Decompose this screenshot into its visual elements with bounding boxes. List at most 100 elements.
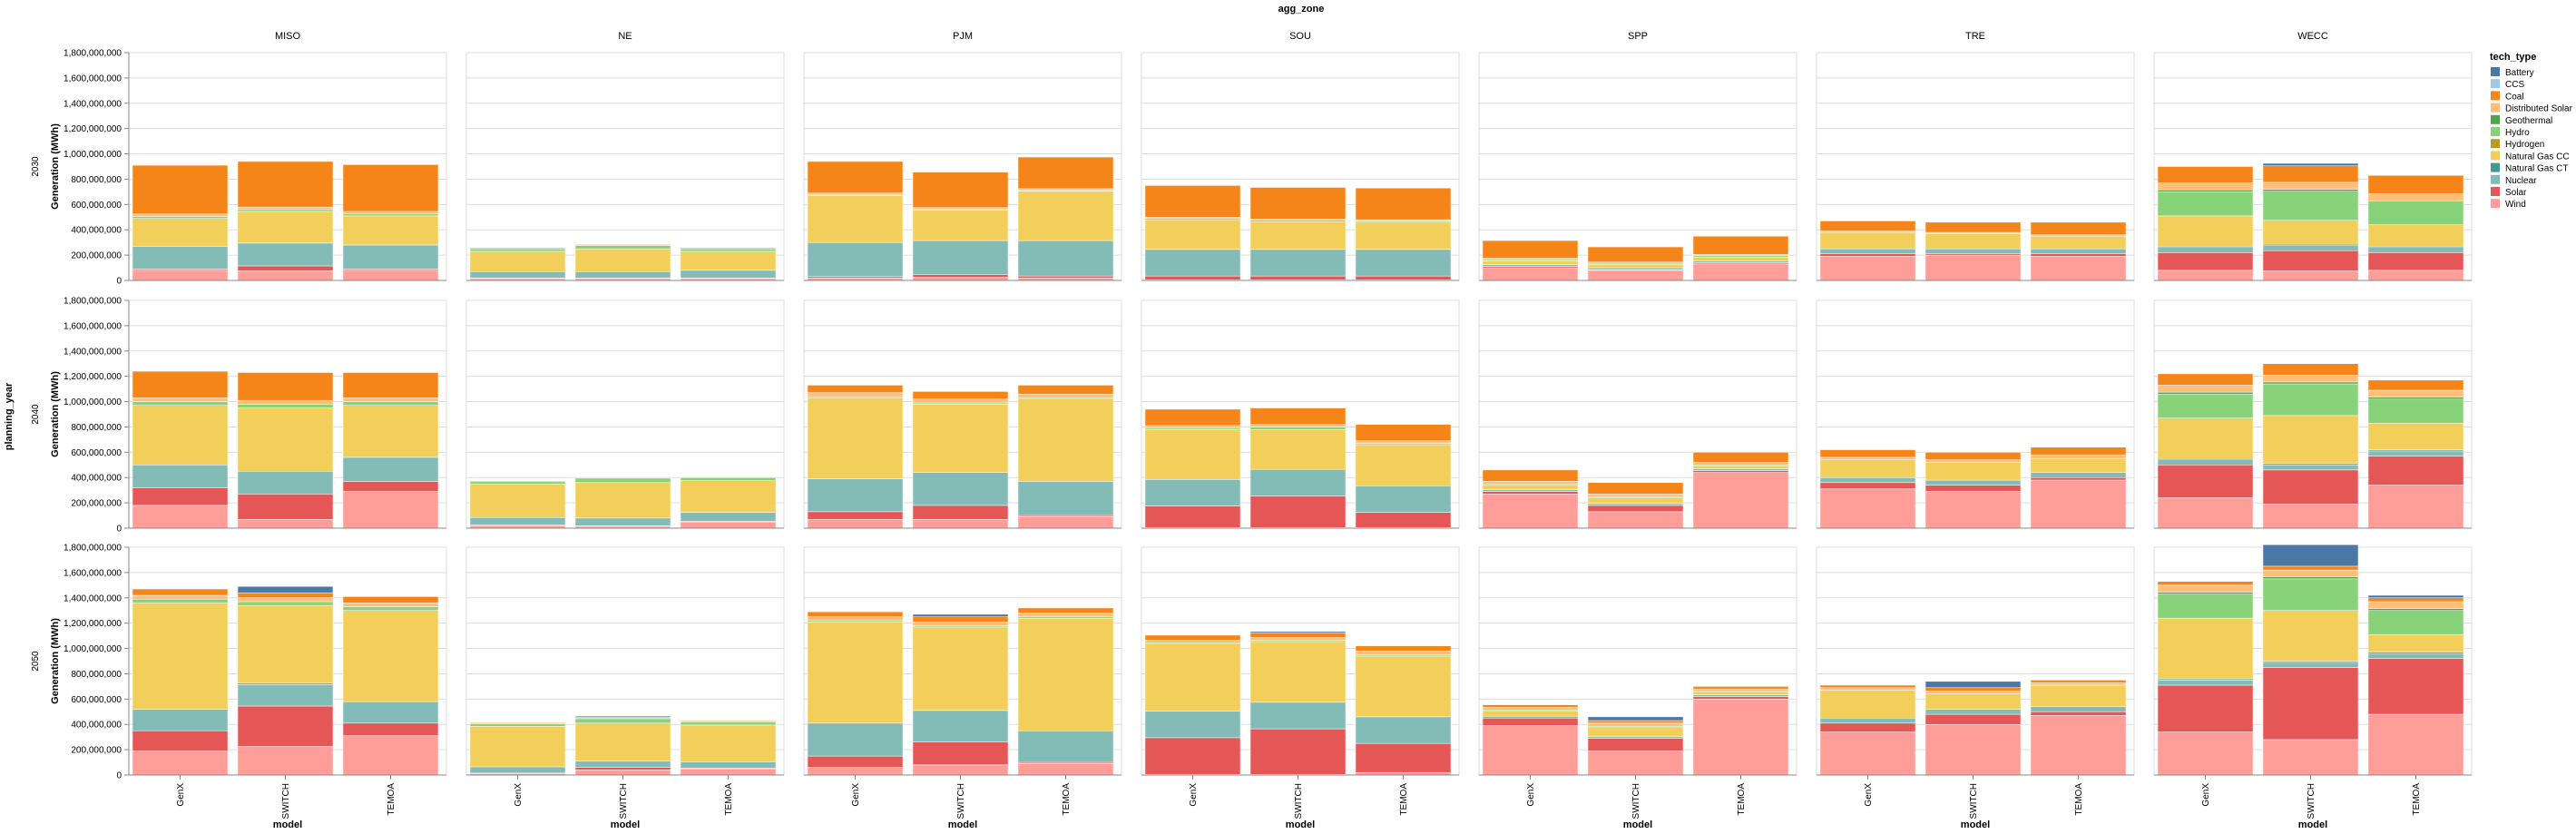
bar-segment-hydro xyxy=(1249,427,1347,430)
bar-segment-hydro xyxy=(2262,383,2359,417)
bar-segment-solar xyxy=(2262,469,2359,505)
bar-segment-hydro xyxy=(2262,578,2359,611)
y-axis-title: Generation (MWh) xyxy=(50,123,61,210)
bar-segment-solar xyxy=(1017,275,1114,279)
legend-item-natural-gas-ct: Natural Gas CT xyxy=(2491,162,2568,174)
bar-segment-solar xyxy=(1144,275,1241,280)
bar-segment-wind xyxy=(574,770,671,776)
bar-segment-coal xyxy=(1144,185,1241,218)
bar-segment-distributed-solar xyxy=(1692,462,1789,466)
stacked-bar-switch xyxy=(2262,363,2359,529)
bar-segment-solar xyxy=(1249,275,1347,280)
stacked-bar-temoa xyxy=(680,720,777,776)
x-tick-label: TEMOA xyxy=(724,783,734,816)
bar-segment-battery xyxy=(1249,631,1347,633)
stacked-bar-temoa xyxy=(680,247,777,281)
legend-label: Geothermal xyxy=(2505,116,2552,126)
bar-segment-coal xyxy=(1692,452,1789,463)
bar-segment-wind xyxy=(1692,472,1789,529)
bar-segment-hydro xyxy=(2157,594,2254,619)
stacked-bar-temoa xyxy=(342,596,439,776)
x-tick-label: GenX xyxy=(1189,783,1199,807)
bar-segment-nuclear xyxy=(807,478,904,513)
bar-segment-solar xyxy=(2262,250,2359,271)
bar-segment-distributed-solar xyxy=(237,597,334,603)
x-tick-label: TEMOA xyxy=(2074,783,2084,816)
bar-segment-solar xyxy=(1144,505,1241,528)
bar-segment-nuclear xyxy=(1144,479,1241,506)
bar-segment-nuclear xyxy=(807,241,904,278)
bar-segment-distributed-solar xyxy=(1819,687,1916,691)
facet-panel-pjm-2050: GenX SWITCH TEMOA model xyxy=(803,546,1122,830)
bar-segment-nuclear xyxy=(1355,249,1452,277)
bar-segment-battery xyxy=(1587,716,1684,721)
bar-segment-wind xyxy=(680,768,777,776)
legend-swatch xyxy=(2491,151,2500,161)
legend-item-coal: Coal xyxy=(2491,91,2524,102)
bar-segment-coal xyxy=(1925,452,2022,460)
bar-segment-geothermal xyxy=(2262,189,2359,191)
y-tick-label: 200,000,000 xyxy=(71,251,122,261)
bar-segment-coal xyxy=(1017,385,1114,395)
bar-segment-hydro xyxy=(342,401,439,406)
bar-segment-geothermal xyxy=(2157,391,2254,395)
facet-panel-pjm-2040 xyxy=(803,299,1122,529)
legend: tech_type Battery CCS Coal Distributed Sola… xyxy=(2490,52,2573,210)
bar-segment-hydro xyxy=(2367,610,2464,635)
bar-segment-coal xyxy=(237,592,334,599)
bar-segment-solar xyxy=(237,705,334,747)
facet-panel-tre-2040 xyxy=(1816,299,2135,529)
y-tick-label: 0 xyxy=(116,525,122,535)
bar-segment-distributed-solar xyxy=(237,399,334,405)
y-tick-label: 1,600,000,000 xyxy=(64,568,122,578)
bar-segment-battery xyxy=(2262,162,2359,167)
bar-segment-distributed-solar xyxy=(132,397,229,402)
bar-segment-hydro xyxy=(237,209,334,212)
x-axis-title: model xyxy=(2298,819,2327,830)
stacked-bar-genx xyxy=(132,164,229,281)
x-tick-label: SWITCH xyxy=(956,783,966,819)
bar-segment-coal xyxy=(1587,720,1684,724)
stacked-bar-genx xyxy=(2157,373,2254,529)
bar-segment-geothermal xyxy=(2367,397,2464,400)
bar-segment-coal xyxy=(1925,221,2022,233)
x-tick-label: GenX xyxy=(514,783,524,807)
legend-item-ccs: CCS xyxy=(2491,79,2524,90)
x-tick-label: SWITCH xyxy=(1294,783,1304,819)
bar-segment-nuclear xyxy=(680,761,777,769)
bar-segment-wind xyxy=(1482,494,1579,529)
y-axis-title: Generation (MWh) xyxy=(50,618,61,704)
bar-segment-natural-gas-cc xyxy=(2262,610,2359,662)
facet-panel-spp-2040 xyxy=(1478,299,1797,529)
y-tick-label: 1,400,000,000 xyxy=(64,347,122,357)
bar-segment-coal xyxy=(342,164,439,212)
row-facet-label: 2030 xyxy=(31,156,41,177)
stacked-bar-genx xyxy=(132,370,229,529)
legend-swatch xyxy=(2491,162,2500,172)
facet-panel-tre-2050: GenX SWITCH TEMOA model xyxy=(1816,546,2135,830)
bar-segment-nuclear xyxy=(1587,503,1684,506)
bar-segment-nuclear xyxy=(237,684,334,707)
bar-segment-coal xyxy=(2157,373,2254,386)
bar-segment-nuclear xyxy=(1249,249,1347,277)
bar-segment-coal xyxy=(1482,240,1579,259)
bar-segment-natural-gas-cc xyxy=(1017,191,1114,241)
y-tick-label: 600,000,000 xyxy=(71,695,122,705)
stacked-bar-temoa xyxy=(342,164,439,281)
bar-segment-solar xyxy=(1355,275,1452,280)
facet-panel-sou-2050: GenX SWITCH TEMOA model xyxy=(1141,546,1460,830)
bar-segment-coal xyxy=(1482,704,1579,708)
bar-segment-distributed-solar xyxy=(237,206,334,211)
y-tick-label: 1,200,000,000 xyxy=(64,124,122,134)
bar-segment-solar xyxy=(1482,718,1579,726)
bar-segment-nuclear xyxy=(1144,711,1241,739)
bar-segment-natural-gas-cc xyxy=(1249,641,1347,703)
legend-swatch xyxy=(2491,79,2500,89)
bar-segment-hydro xyxy=(574,245,671,250)
bar-segment-natural-gas-cc xyxy=(912,626,1009,711)
bar-segment-solar xyxy=(1692,696,1789,700)
stacked-bar-switch xyxy=(912,172,1009,281)
bar-segment-natural-gas-cc xyxy=(237,407,334,472)
bar-segment-natural-gas-cc xyxy=(912,404,1009,473)
